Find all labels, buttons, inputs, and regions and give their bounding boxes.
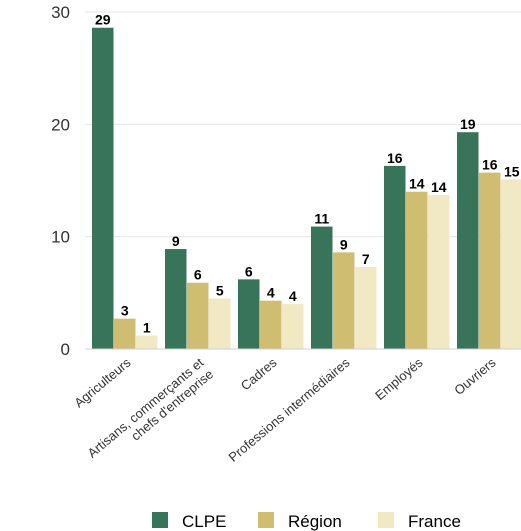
data-label: 9 — [340, 236, 348, 252]
data-label: 16 — [387, 150, 403, 166]
bar — [501, 179, 521, 349]
y-axis: 0 10 20 30 — [51, 3, 70, 359]
data-label: 14 — [431, 179, 447, 195]
bar — [209, 298, 231, 349]
data-label: 6 — [245, 263, 253, 279]
legend-label: France — [408, 512, 461, 531]
data-label: 7 — [362, 251, 370, 267]
data-label: 29 — [95, 12, 111, 28]
legend-item: France — [378, 512, 461, 531]
data-label: 6 — [194, 267, 202, 283]
data-label: 1 — [143, 320, 151, 336]
data-label: 4 — [267, 285, 275, 301]
x-tick-label-line: Employés — [372, 355, 426, 404]
data-label: 4 — [289, 288, 297, 304]
bar — [311, 226, 333, 349]
legend-item: CLPE — [152, 512, 226, 531]
bar — [355, 266, 377, 349]
x-tick-label: Cadres — [238, 355, 280, 394]
bars — [92, 27, 521, 350]
legend-swatch — [152, 512, 168, 528]
x-tick-label-line: Cadres — [238, 355, 280, 394]
data-label: 15 — [504, 163, 520, 179]
y-tick-label: 30 — [51, 3, 70, 22]
legend-label: CLPE — [182, 512, 226, 531]
bar — [457, 132, 479, 349]
data-label: 19 — [460, 116, 476, 132]
x-tick-label: Agriculteurs — [71, 355, 134, 411]
x-tick-label-line: Ouvriers — [451, 355, 499, 398]
legend: CLPE Région France — [152, 512, 461, 531]
bar — [260, 300, 282, 349]
x-tick-label: Ouvriers — [451, 355, 499, 398]
bar — [333, 252, 355, 349]
x-tick-label: Professions intermédiaires — [226, 355, 353, 465]
x-tick-label-line: Agriculteurs — [71, 355, 134, 411]
legend-item: Région — [258, 512, 342, 531]
bar — [479, 172, 501, 349]
data-label: 14 — [409, 176, 425, 192]
bar — [428, 195, 450, 349]
data-label: 5 — [216, 282, 224, 298]
bar — [282, 304, 304, 349]
y-tick-label: 10 — [51, 228, 70, 247]
bar — [406, 191, 428, 349]
bar — [92, 27, 114, 350]
legend-label: Région — [288, 512, 342, 531]
data-label: 9 — [172, 233, 180, 249]
bar — [187, 282, 209, 349]
data-label: 11 — [314, 211, 329, 227]
data-label: 3 — [121, 303, 129, 319]
x-tick-label-line: Professions intermédiaires — [226, 355, 353, 465]
y-tick-label: 0 — [61, 340, 70, 359]
bar — [165, 249, 187, 349]
legend-swatch — [378, 512, 394, 528]
x-tick-label: Employés — [372, 355, 426, 404]
bar — [136, 335, 158, 349]
x-tick-label-line: Artisans, commerçants et — [85, 355, 207, 461]
y-tick-label: 20 — [51, 115, 70, 134]
data-label: 16 — [482, 157, 498, 173]
bar — [238, 279, 260, 349]
gridlines — [85, 11, 521, 238]
bar — [384, 165, 406, 349]
bar — [114, 318, 136, 349]
legend-swatch — [258, 512, 274, 528]
